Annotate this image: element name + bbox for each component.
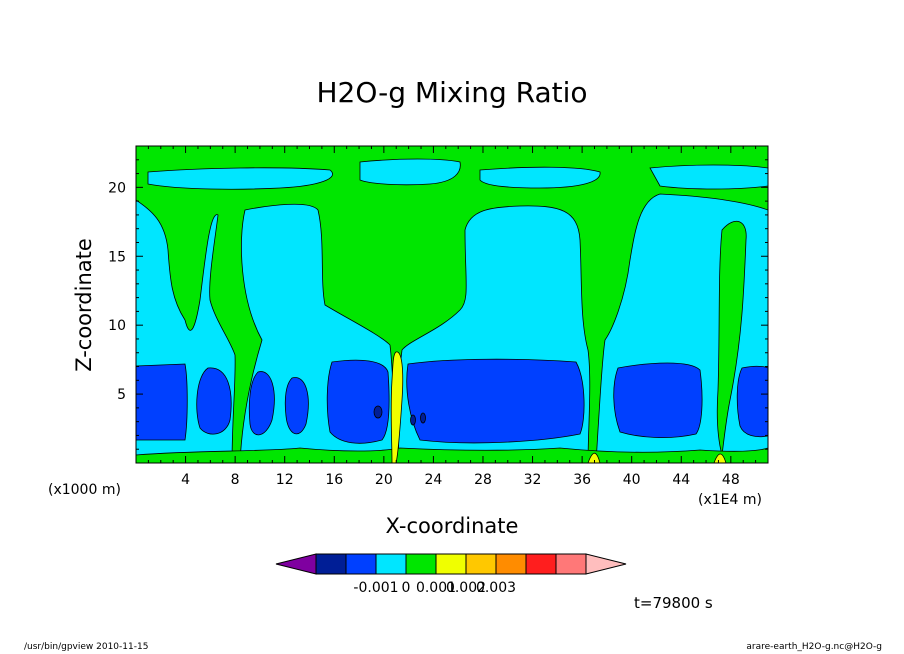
heatmap-field [136, 146, 768, 463]
colorbar-extend-high [585, 553, 627, 575]
y-axis-label: Z-coordinate [72, 238, 96, 372]
x-tick-label: 44 [672, 472, 690, 488]
y-tick-label: 20 [108, 180, 126, 196]
colorbar-box [555, 553, 587, 575]
time-annotation: t=79800 s [634, 594, 713, 612]
colorbar-box [495, 553, 527, 575]
x-tick-label: 4 [181, 472, 190, 488]
x-tick-label: 8 [231, 472, 240, 488]
colorbar-box [345, 553, 377, 575]
lower-green-base [136, 447, 768, 463]
x-tick-label: 16 [325, 472, 343, 488]
footer-right: arare-earth_H2O-g.nc@H2O-g [746, 642, 882, 652]
upper-cyan-patch-2 [147, 167, 333, 190]
x-tick-label: 24 [424, 472, 442, 488]
colorbar-label: 0.003 [476, 580, 516, 596]
colorbar-label: 0.002 [446, 580, 486, 596]
x-tick-label: 36 [573, 472, 591, 488]
x-unit-right: (x1E4 m) [698, 492, 762, 508]
y-tick-label: 5 [117, 387, 126, 403]
y-tick-label: 10 [108, 318, 126, 334]
colorbar-label: 0 [402, 580, 411, 596]
upper-cyan-patch-3 [479, 166, 601, 189]
x-tick-label: 40 [623, 472, 641, 488]
x-tick-label: 32 [524, 472, 542, 488]
x-tick-label: 28 [474, 472, 492, 488]
colorbar [275, 553, 627, 575]
x-tick-label: 48 [722, 472, 740, 488]
upper-cyan-patch-4 [649, 164, 768, 190]
tick-marks [136, 146, 768, 463]
chart-title: H2O-g Mixing Ratio [316, 76, 588, 109]
colorbar-box [435, 553, 467, 575]
colorbar-box [465, 553, 497, 575]
dark-blue-blobs [373, 405, 426, 426]
colorbar-box [315, 553, 347, 575]
footer-left: /usr/bin/gpview 2010-11-15 [24, 642, 149, 652]
y-tick-label: 15 [108, 249, 126, 265]
x-tick-label: 12 [276, 472, 294, 488]
colorbar-extend-low [275, 553, 317, 575]
colorbar-label: 0.001 [416, 580, 456, 596]
plot-frame [135, 145, 769, 464]
x-unit-left: (x1000 m) [48, 482, 121, 498]
x-tick-label: 20 [375, 472, 393, 488]
colorbar-label: -0.001 [353, 580, 398, 596]
colorbar-box [525, 553, 557, 575]
upper-cyan-patch-1 [359, 158, 461, 186]
x-axis-label: X-coordinate [385, 514, 519, 538]
colorbar-box [405, 553, 437, 575]
colorbar-box [375, 553, 407, 575]
right-green-finger [716, 220, 747, 456]
blue-patches [136, 358, 768, 444]
